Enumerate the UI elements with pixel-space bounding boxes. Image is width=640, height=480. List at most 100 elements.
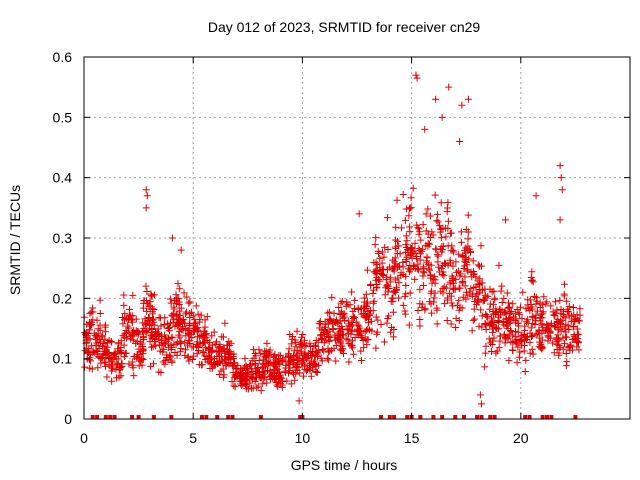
data-point — [488, 314, 496, 322]
data-point — [443, 204, 451, 212]
data-point — [120, 353, 128, 361]
data-point — [286, 331, 294, 339]
data-point — [338, 325, 346, 333]
data-point — [568, 336, 576, 344]
baseline-mark — [549, 415, 554, 419]
data-point — [444, 217, 452, 225]
data-point — [183, 293, 191, 301]
data-point — [452, 275, 460, 283]
data-point — [420, 264, 428, 272]
data-point — [402, 232, 410, 240]
x-axis-label: GPS time / hours — [291, 457, 398, 473]
baseline-marks — [90, 415, 578, 419]
data-point — [402, 282, 410, 290]
data-point — [409, 184, 417, 192]
data-point — [251, 378, 259, 386]
data-point — [101, 351, 109, 359]
data-point — [347, 341, 355, 349]
data-point — [501, 334, 509, 342]
data-point — [478, 279, 486, 287]
data-point — [566, 342, 574, 350]
data-point — [413, 74, 421, 82]
data-point — [557, 320, 565, 328]
data-point — [532, 331, 540, 339]
baseline-mark — [90, 415, 95, 419]
data-point — [293, 366, 301, 374]
data-point — [301, 336, 309, 344]
data-point — [452, 258, 460, 266]
data-point — [266, 350, 274, 358]
data-point — [258, 380, 266, 388]
data-point — [185, 299, 193, 307]
data-point — [526, 338, 534, 346]
y-tick-label: 0 — [64, 411, 72, 427]
data-point — [432, 95, 440, 103]
data-point — [124, 316, 132, 324]
data-point — [120, 333, 128, 341]
baseline-mark — [103, 415, 108, 419]
data-point — [519, 288, 527, 296]
baseline-mark — [418, 415, 423, 419]
data-point — [189, 352, 197, 360]
data-point — [193, 350, 201, 358]
data-point — [416, 256, 424, 264]
data-point — [135, 345, 143, 353]
data-point — [184, 354, 192, 362]
data-point — [444, 199, 452, 207]
data-point — [300, 372, 308, 380]
data-point — [83, 347, 91, 355]
data-point — [527, 303, 535, 311]
y-tick-label: 0.3 — [53, 230, 73, 246]
data-point — [506, 309, 514, 317]
data-point — [120, 341, 128, 349]
data-point — [96, 310, 104, 318]
data-point — [392, 260, 400, 268]
data-point — [229, 353, 237, 361]
data-point — [558, 186, 566, 194]
data-point — [383, 214, 391, 222]
baseline-mark — [440, 415, 445, 419]
data-point — [177, 345, 185, 353]
data-point — [326, 316, 334, 324]
x-tick-label: 15 — [404, 430, 420, 446]
data-point — [126, 311, 134, 319]
data-point — [470, 305, 478, 313]
data-point — [364, 325, 372, 333]
data-point — [201, 323, 209, 331]
data-point — [496, 337, 504, 345]
data-point — [474, 277, 482, 285]
data-point — [522, 356, 530, 364]
data-point — [278, 374, 286, 382]
data-point — [283, 377, 291, 385]
data-point — [457, 238, 465, 246]
data-point — [162, 334, 170, 342]
baseline-mark — [475, 415, 480, 419]
data-point — [570, 331, 578, 339]
data-point — [403, 237, 411, 245]
data-point — [108, 358, 116, 366]
data-point — [201, 344, 209, 352]
data-point — [206, 365, 214, 373]
data-point — [244, 385, 252, 393]
data-point — [416, 316, 424, 324]
data-point — [444, 296, 452, 304]
data-point — [241, 354, 249, 362]
data-point — [317, 331, 325, 339]
data-point — [488, 340, 496, 348]
data-point — [189, 312, 197, 320]
baseline-mark — [479, 415, 484, 419]
baseline-mark — [298, 415, 303, 419]
data-point — [262, 348, 270, 356]
data-point — [436, 228, 444, 236]
data-point — [377, 320, 385, 328]
data-point — [132, 315, 140, 323]
data-point — [124, 322, 132, 330]
data-point — [455, 284, 463, 292]
data-point — [441, 259, 449, 267]
data-point — [324, 356, 332, 364]
data-point — [357, 347, 365, 355]
data-point — [341, 316, 349, 324]
baseline-mark — [523, 415, 528, 419]
data-point — [132, 327, 140, 335]
data-point — [164, 356, 172, 364]
